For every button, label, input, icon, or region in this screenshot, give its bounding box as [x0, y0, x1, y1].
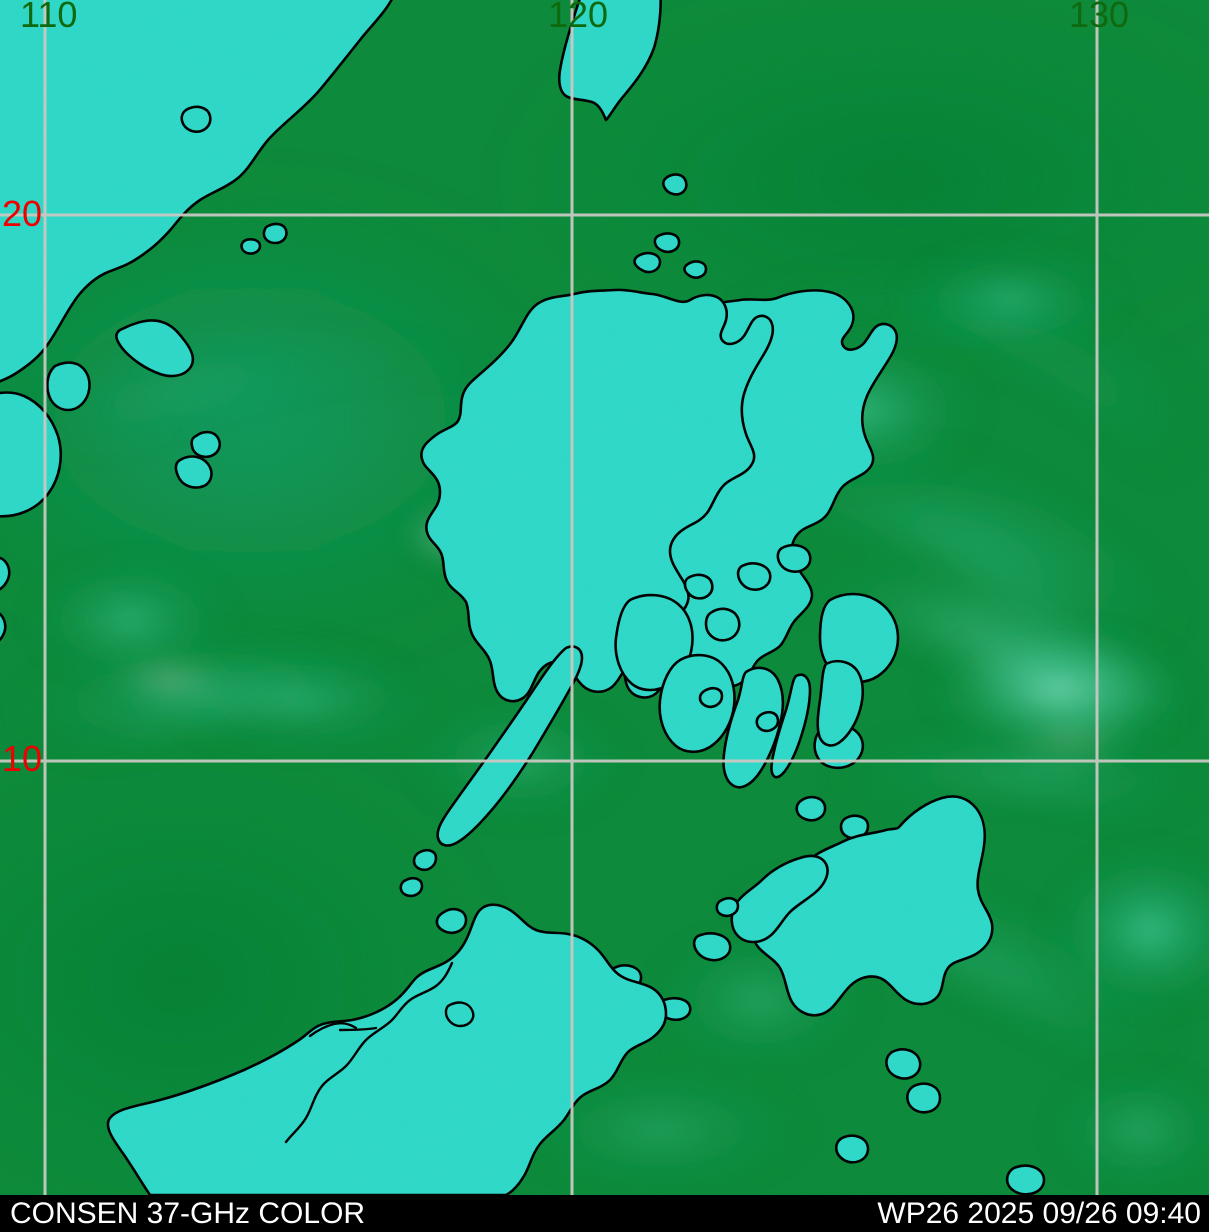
storm-timestamp-label: WP26 2025 09/26 09:40 [877, 1197, 1201, 1230]
satellite-image-canvas: 110 120 130 20 10 [0, 0, 1209, 1195]
product-title-label: CONSEN 37-GHz COLOR [10, 1197, 366, 1230]
footer-bar: CONSEN 37-GHz COLOR WP26 2025 09/26 09:4… [0, 1195, 1209, 1232]
satellite-imagery [0, 0, 1209, 1195]
lat-lon-gridlines [0, 0, 1209, 1195]
image-noise-overlay [0, 0, 1209, 1195]
